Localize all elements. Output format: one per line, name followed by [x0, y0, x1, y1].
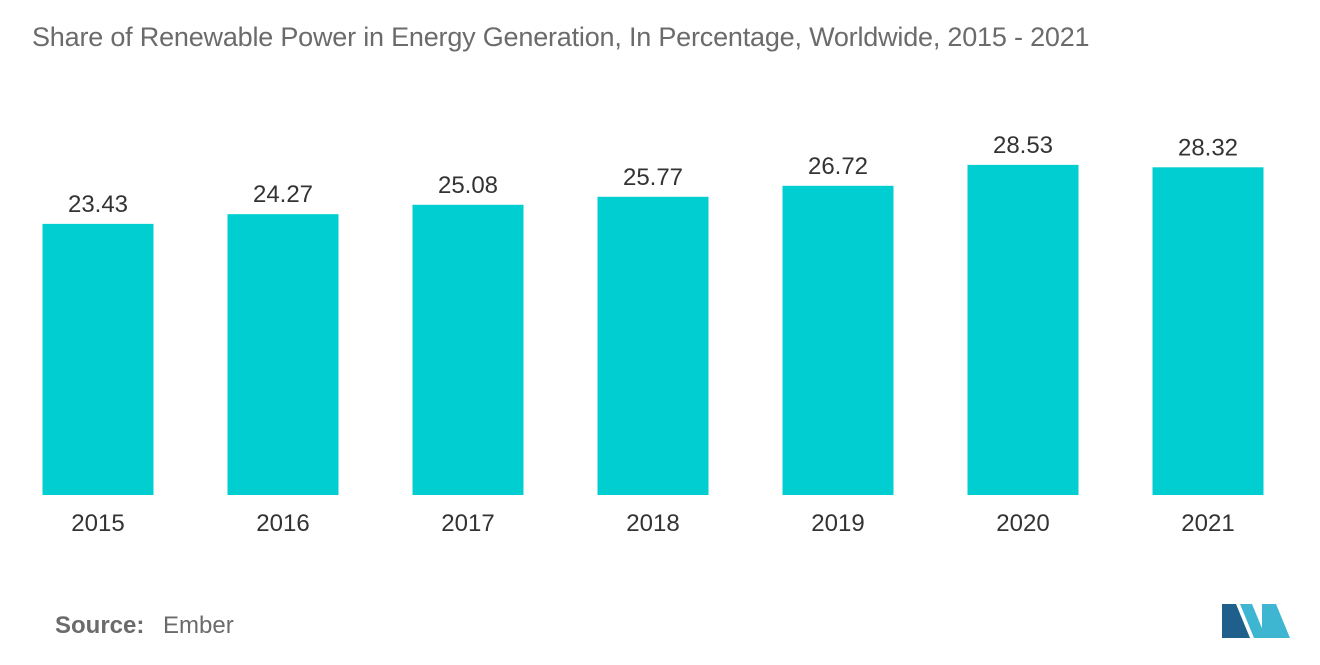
bar-2019	[782, 185, 894, 495]
bar-2016	[227, 214, 339, 495]
brand-logo-icon	[1222, 604, 1290, 638]
source-label: Source:	[55, 612, 145, 639]
value-label-2020: 28.53	[993, 132, 1053, 159]
bar-2021	[1152, 167, 1264, 495]
x-tick-label-2017: 2017	[441, 510, 494, 537]
bar-2018	[597, 196, 709, 495]
value-label-2018: 25.77	[623, 164, 683, 191]
value-label-2019: 26.72	[808, 153, 868, 180]
source-note: Source: Ember	[55, 612, 234, 640]
x-tick-label-2016: 2016	[256, 510, 309, 537]
x-tick-label-2019: 2019	[811, 510, 864, 537]
logo-shape-middle	[1240, 604, 1266, 638]
source-value: Ember	[163, 612, 234, 639]
chart-title: Share of Renewable Power in Energy Gener…	[32, 22, 1090, 52]
logo-shape-left	[1222, 604, 1250, 638]
x-tick-label-2018: 2018	[626, 510, 679, 537]
x-tick-label-2020: 2020	[996, 510, 1049, 537]
bar-chart: 23.43 2015 24.27 2016 25.08 2017 25.77 2018 26.7…	[42, 132, 1264, 537]
value-label-2017: 25.08	[438, 172, 498, 199]
logo-shape-right	[1262, 604, 1290, 638]
x-tick-label-2015: 2015	[71, 510, 124, 537]
bar-2015	[42, 223, 154, 496]
value-label-2016: 24.27	[253, 181, 313, 208]
x-tick-label-2021: 2021	[1181, 510, 1234, 537]
value-label-2015: 23.43	[68, 191, 128, 218]
value-label-2021: 28.32	[1178, 134, 1238, 161]
bar-2020	[967, 164, 1079, 496]
bar-2017	[412, 204, 524, 495]
